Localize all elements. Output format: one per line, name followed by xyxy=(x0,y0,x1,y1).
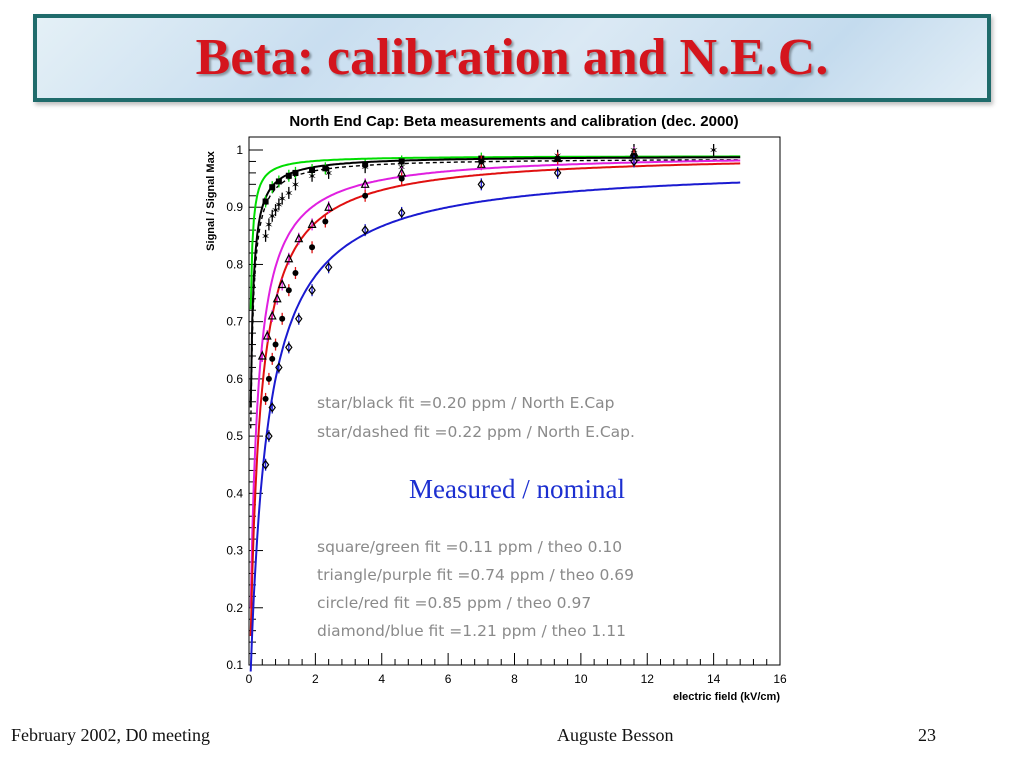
data-point-triangle xyxy=(277,279,287,289)
fit-curve-triangle xyxy=(249,159,741,609)
x-tick-label: 12 xyxy=(641,672,655,686)
y-tick-label: 0.2 xyxy=(226,601,243,615)
data-point-diamond xyxy=(361,225,369,236)
footer-date: February 2002, D0 meeting xyxy=(11,725,210,745)
data-point-diamond xyxy=(275,362,283,373)
data-point-circle xyxy=(269,355,276,362)
fit-note-star-dashed: star/dashed fit =0.22 ppm / North E.Cap. xyxy=(317,423,635,441)
data-point-star: ✶ xyxy=(324,167,333,180)
data-point-diamond xyxy=(397,207,406,218)
x-tick-label: 4 xyxy=(378,672,385,686)
data-point-circle xyxy=(292,270,299,277)
data-point-diamond xyxy=(261,459,270,470)
y-tick-label: 0.6 xyxy=(226,372,243,386)
x-tick-label: 14 xyxy=(707,672,721,686)
fit-note-star-black: star/black fit =0.20 ppm / North E.Cap xyxy=(317,394,615,412)
data-point-circle xyxy=(478,158,485,165)
data-point-triangle xyxy=(267,310,277,320)
data-point-diamond xyxy=(553,167,562,178)
chart-title: North End Cap: Beta measurements and cal… xyxy=(289,113,738,130)
data-point-triangle xyxy=(294,233,304,243)
y-tick-label: 0.9 xyxy=(226,200,243,214)
y-tick-label: 0.7 xyxy=(226,315,243,329)
data-point-triangle xyxy=(324,201,334,211)
y-tick-label: 0.4 xyxy=(226,486,243,500)
data-point-circle xyxy=(322,218,329,225)
fit-note-circle-red: circle/red fit =0.85 ppm / theo 0.97 xyxy=(317,594,591,612)
data-point-star: ✶ xyxy=(274,198,283,211)
title-banner: Beta: calibration and N.E.C. xyxy=(33,14,991,102)
data-point-star: ✶ xyxy=(361,161,370,174)
x-tick-label: 10 xyxy=(574,672,588,686)
x-axis-label: electric field (kV/cm) xyxy=(673,691,780,703)
y-tick-label: 0.5 xyxy=(226,429,243,443)
fit-note-triangle-purple: triangle/purple fit =0.74 ppm / theo 0.6… xyxy=(317,566,634,584)
data-point-triangle xyxy=(262,330,272,340)
data-point-diamond xyxy=(265,431,273,442)
data-point-star: ✶ xyxy=(264,218,273,231)
data-point-diamond xyxy=(324,262,333,273)
data-point-square xyxy=(322,165,329,172)
data-point-triangle xyxy=(360,178,370,188)
data-point-circle xyxy=(265,375,272,382)
y-tick-label: 0.8 xyxy=(226,257,243,271)
data-point-circle xyxy=(362,192,369,199)
x-tick-label: 0 xyxy=(246,672,253,686)
data-point-circle xyxy=(309,244,316,251)
fit-curve-dashed xyxy=(250,159,741,429)
x-tick-label: 16 xyxy=(773,672,787,686)
data-point-circle xyxy=(262,395,269,402)
data-point-star: ✶ xyxy=(709,144,718,157)
data-point-square xyxy=(275,178,282,185)
data-point-square xyxy=(262,198,269,205)
data-point-star: ✶ xyxy=(307,170,316,183)
data-point-circle xyxy=(285,287,292,294)
data-point-star: ✶ xyxy=(278,193,287,206)
y-tick-label: 1 xyxy=(236,143,243,157)
data-point-star: ✶ xyxy=(268,210,277,223)
fit-curve-star xyxy=(249,156,741,408)
data-point-circle xyxy=(554,155,561,162)
data-point-star: ✶ xyxy=(261,230,270,243)
fit-curve-diamond xyxy=(249,181,741,672)
x-tick-label: 6 xyxy=(445,672,452,686)
plot-frame xyxy=(248,136,781,666)
fit-note-diamond-blue: diamond/blue fit =1.21 ppm / theo 1.11 xyxy=(317,622,626,640)
data-point-circle xyxy=(398,175,405,182)
data-point-square xyxy=(292,169,299,176)
data-point-square xyxy=(269,184,276,191)
data-point-diamond xyxy=(630,156,638,167)
page-number: 23 xyxy=(918,725,936,745)
data-point-diamond xyxy=(308,285,316,296)
data-point-triangle xyxy=(307,219,317,228)
measured-nominal-label: Measured / nominal xyxy=(409,474,625,504)
data-point-diamond xyxy=(477,179,486,190)
data-point-triangle xyxy=(272,293,282,303)
data-point-triangle xyxy=(284,253,294,263)
data-point-triangle xyxy=(257,350,267,360)
x-tick-label: 2 xyxy=(312,672,319,686)
chart: North End Cap: Beta measurements and cal… xyxy=(205,113,787,703)
y-axis-label: Signal / Signal Max xyxy=(205,150,217,251)
data-point-star: ✶ xyxy=(284,187,293,200)
data-point-star: ✶ xyxy=(271,204,280,217)
data-point-circle xyxy=(272,341,279,348)
fit-note-square-green: square/green fit =0.11 ppm / theo 0.10 xyxy=(317,538,622,556)
data-point-diamond xyxy=(268,402,276,413)
data-point-diamond xyxy=(295,313,303,324)
y-tick-label: 0.3 xyxy=(226,544,243,558)
data-point-square xyxy=(285,172,292,179)
y-tick-label: 0.1 xyxy=(226,658,243,672)
footer-author: Auguste Besson xyxy=(557,725,674,745)
data-point-star: ✶ xyxy=(291,178,300,191)
data-point-circle xyxy=(279,315,286,322)
slide-title: Beta: calibration and N.E.C. xyxy=(195,29,829,86)
data-point-diamond xyxy=(285,342,293,353)
x-tick-label: 8 xyxy=(511,672,518,686)
